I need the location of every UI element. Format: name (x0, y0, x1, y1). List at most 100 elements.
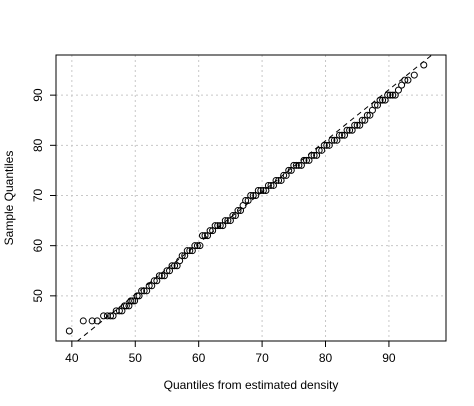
data-point (211, 222, 219, 230)
data-point (133, 292, 141, 300)
data-point (290, 161, 298, 169)
data-point (404, 76, 412, 84)
data-point (257, 186, 265, 194)
data-point (254, 186, 262, 194)
data-point (320, 141, 328, 149)
data-point (310, 151, 318, 159)
data-point (229, 212, 237, 220)
data-point (242, 197, 250, 205)
data-point (206, 227, 214, 235)
y-tick-label: 70 (31, 188, 45, 202)
data-point (338, 131, 346, 139)
data-point (379, 96, 387, 104)
x-tick-label: 80 (319, 351, 333, 365)
data-point (264, 181, 272, 189)
data-point (198, 232, 206, 240)
x-tick-label: 40 (65, 351, 79, 365)
data-point (343, 126, 351, 134)
data-point (191, 242, 199, 250)
data-point (295, 161, 303, 169)
data-point (315, 146, 323, 154)
data-point (358, 116, 366, 124)
data-point (285, 166, 293, 174)
data-point (330, 136, 338, 144)
data-point (221, 217, 229, 225)
data-point (100, 312, 108, 320)
data-point (389, 91, 397, 99)
data-point (249, 191, 257, 199)
data-point (158, 272, 166, 280)
x-axis-title: Quantiles from estimated density (164, 378, 339, 392)
data-point (398, 81, 406, 89)
data-point (138, 287, 146, 295)
data-point (120, 302, 128, 310)
data-point (394, 86, 402, 94)
data-point (386, 91, 394, 99)
data-point (122, 302, 130, 310)
data-point (259, 186, 267, 194)
data-point (79, 317, 87, 325)
data-point (107, 312, 115, 320)
x-axis: 40 50 60 70 80 90 (65, 340, 396, 365)
data-point (88, 317, 96, 325)
data-point (150, 277, 158, 285)
data-point (129, 297, 137, 305)
x-tick-label: 90 (382, 351, 396, 365)
data-point (196, 242, 204, 250)
x-tick-label: 60 (192, 351, 206, 365)
data-point (308, 151, 316, 159)
y-tick-label: 80 (31, 138, 45, 152)
data-point (214, 222, 222, 230)
data-point (115, 307, 123, 315)
data-point (351, 121, 359, 129)
grid (56, 55, 446, 341)
data-point (224, 217, 232, 225)
points (65, 61, 428, 335)
data-point (272, 176, 280, 184)
data-point (247, 191, 255, 199)
data-point (346, 126, 354, 134)
data-point (292, 161, 300, 169)
data-point (186, 247, 194, 255)
data-point (109, 312, 117, 320)
data-point (420, 61, 428, 69)
x-tick-label: 50 (129, 351, 143, 365)
data-point (201, 232, 209, 240)
data-point (323, 141, 331, 149)
data-point (178, 252, 186, 260)
data-point (93, 317, 101, 325)
data-point (145, 282, 153, 290)
data-point (384, 91, 392, 99)
data-point (234, 207, 242, 215)
data-point (168, 262, 176, 270)
y-axis-title: Sample Quantiles (2, 151, 16, 246)
data-point (391, 91, 399, 99)
data-point (410, 71, 418, 79)
data-point (216, 222, 224, 230)
data-point (65, 327, 73, 335)
data-point (171, 262, 179, 270)
y-tick-label: 90 (31, 88, 45, 102)
y-tick-label: 60 (31, 239, 45, 253)
y-tick-label: 50 (31, 289, 45, 303)
data-point (140, 287, 148, 295)
data-point (127, 297, 135, 305)
data-point (335, 131, 343, 139)
data-point (280, 171, 288, 179)
data-point (353, 121, 361, 129)
data-point (363, 111, 371, 119)
data-point (300, 156, 308, 164)
data-point (376, 96, 384, 104)
data-point (275, 176, 283, 184)
x-tick-label: 70 (255, 351, 269, 365)
data-point (371, 101, 379, 109)
data-point (267, 181, 275, 189)
data-point (163, 267, 171, 275)
data-point (401, 76, 409, 84)
data-point (193, 242, 201, 250)
data-point (302, 156, 310, 164)
data-point (155, 272, 163, 280)
data-point (328, 136, 336, 144)
data-point (183, 247, 191, 255)
